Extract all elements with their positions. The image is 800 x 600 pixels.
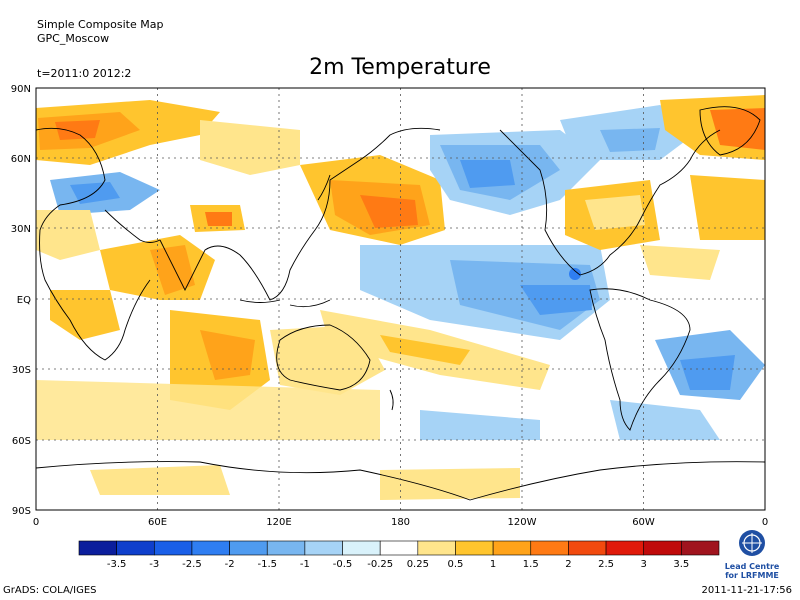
wmo-logo-icon: Lead Centre for LRFMME [722, 528, 782, 580]
colorbar-tick-label: 1 [490, 559, 496, 570]
colorbar-tick-label: -3 [149, 559, 159, 570]
logo-line-1: Lead Centre [724, 562, 780, 571]
lon-label: 60W [632, 517, 655, 528]
lat-label: 60S [12, 436, 31, 447]
colorbar-tick-label: -1.5 [257, 559, 277, 570]
colorbar-swatch [78, 540, 117, 556]
colorbar [78, 540, 720, 556]
time-range-label: t=2011:0 2012:2 [37, 67, 132, 80]
lon-label: 120W [508, 517, 537, 528]
lat-label: 90S [12, 506, 31, 517]
colorbar-tick-label: 3 [641, 559, 647, 570]
colorbar-swatch [568, 540, 607, 556]
lat-label: 30N [11, 224, 31, 235]
map-frame [35, 87, 766, 511]
colorbar-labels: -3.5 -3 -2.5 -2 -1.5 -1 -0.5 -0.25 0.25 0.5 1 1.5 2 2… [107, 559, 689, 570]
software-credit: GrADS: COLA/IGES [3, 585, 97, 596]
colorbar-tick-label: 2.5 [598, 559, 614, 570]
colorbar-swatch [530, 540, 569, 556]
anomaly-shading [36, 95, 765, 500]
coastlines [35, 106, 766, 501]
lat-label: 90N [11, 84, 31, 95]
logo-line-2: for LRFMME [725, 571, 779, 580]
lon-label: 120E [266, 517, 291, 528]
colorbar-swatch [342, 540, 381, 556]
lon-label: 180 [391, 517, 410, 528]
colorbar-swatch [643, 540, 682, 556]
colorbar-swatch [605, 540, 645, 556]
colorbar-swatch [116, 540, 155, 556]
source-label: GPC_Moscow [37, 32, 110, 45]
lon-label: 60E [148, 517, 167, 528]
colorbar-swatch [417, 540, 456, 556]
colorbar-tick-label: 2 [565, 559, 571, 570]
colorbar-tick-label: -1 [300, 559, 310, 570]
lon-label: 0 [762, 517, 768, 528]
colorbar-swatch [266, 540, 306, 556]
colorbar-tick-label: -3.5 [107, 559, 127, 570]
colorbar-tick-label: 1.5 [523, 559, 539, 570]
lat-label: EQ [17, 295, 31, 306]
graticule [36, 88, 765, 510]
colorbar-tick-label: 0.5 [448, 559, 464, 570]
lat-label: 30S [12, 365, 31, 376]
colorbar-swatch [229, 540, 268, 556]
timestamp: 2011-11-21-17:56 [701, 585, 792, 596]
colorbar-swatch [191, 540, 230, 556]
colorbar-tick-label: -0.25 [367, 559, 393, 570]
colorbar-swatch [455, 540, 494, 556]
product-label: Simple Composite Map [37, 18, 164, 31]
colorbar-tick-label: 0.25 [407, 559, 429, 570]
colorbar-tick-label: -2 [225, 559, 235, 570]
colorbar-swatch [153, 540, 193, 556]
lon-label: 0 [33, 517, 39, 528]
colorbar-tick-label: 3.5 [673, 559, 689, 570]
colorbar-swatch [492, 540, 532, 556]
colorbar-tick-label: -2.5 [182, 559, 202, 570]
colorbar-swatch [304, 540, 343, 556]
colorbar-swatch [379, 540, 419, 556]
lat-label: 60N [11, 154, 31, 165]
map-title: 2m Temperature [309, 55, 491, 80]
colorbar-tick-label: -0.5 [333, 559, 353, 570]
colorbar-swatch [681, 540, 720, 556]
